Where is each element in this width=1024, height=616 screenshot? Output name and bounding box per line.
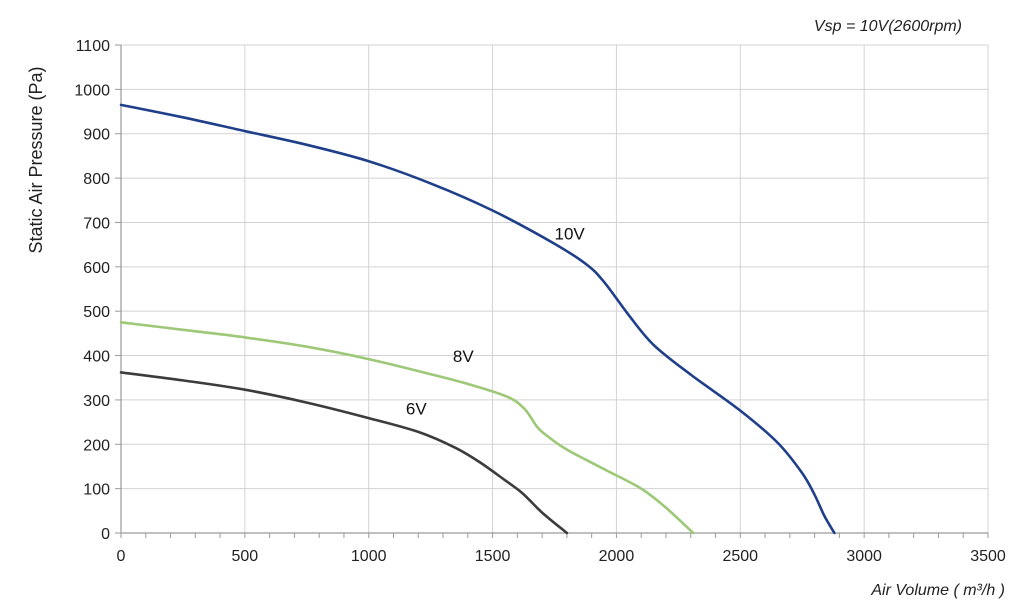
y-tick-label: 700 xyxy=(83,215,110,232)
y-axis-title: Static Air Pressure (Pa) xyxy=(26,66,46,253)
y-tick-label: 1000 xyxy=(74,82,110,99)
series-label-8V: 8V xyxy=(453,347,474,366)
x-tick-label: 1500 xyxy=(475,548,511,565)
x-tick-label: 2500 xyxy=(722,548,758,565)
y-tick-label: 400 xyxy=(83,349,110,366)
series-line-8V xyxy=(119,321,695,535)
y-tick-label: 500 xyxy=(83,304,110,321)
y-tick-label: 0 xyxy=(101,526,110,543)
tick-labels: 0 500 1000 1500 2000 2500 3000 3500 0 100 200 300 40… xyxy=(74,38,1005,565)
series-lines xyxy=(119,103,836,535)
x-axis-title: Air Volume ( m³/h ) xyxy=(870,582,1005,599)
y-tick-label: 1100 xyxy=(76,38,111,55)
y-tick-label: 100 xyxy=(83,482,110,499)
y-tick-label: 200 xyxy=(83,437,110,454)
y-tick-label: 300 xyxy=(83,393,110,410)
series-labels: 10V 8V 6V xyxy=(406,224,586,418)
x-tick-label: 2000 xyxy=(599,548,635,565)
minor-ticks xyxy=(115,44,989,538)
chart-subtitle: Vsp = 10V(2600rpm) xyxy=(814,18,962,35)
series-label-6V: 6V xyxy=(406,400,427,419)
x-tick-label: 1000 xyxy=(351,548,387,565)
x-tick-label: 3000 xyxy=(846,548,882,565)
y-tick-label: 600 xyxy=(83,260,110,277)
axes xyxy=(120,45,988,534)
series-line-6V xyxy=(119,371,569,535)
series-label-10V: 10V xyxy=(555,224,586,243)
x-tick-label: 3500 xyxy=(970,548,1006,565)
series-line-10V xyxy=(119,103,836,535)
x-tick-label: 500 xyxy=(232,548,259,565)
y-tick-label: 900 xyxy=(83,127,110,144)
y-tick-label: 800 xyxy=(83,171,110,188)
x-tick-label: 0 xyxy=(117,548,126,565)
grid xyxy=(120,44,989,534)
